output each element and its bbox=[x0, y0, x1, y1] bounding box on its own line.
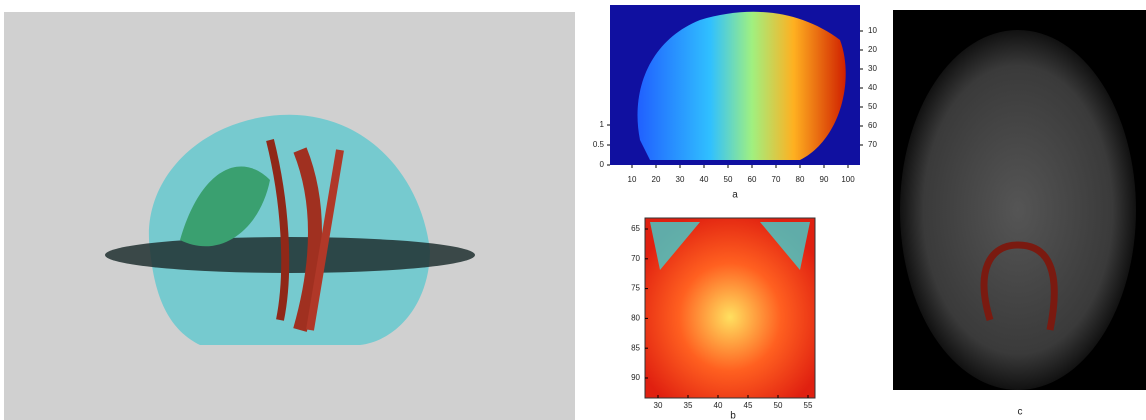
tick-label: 40 bbox=[714, 401, 723, 410]
tick-label: 90 bbox=[631, 373, 640, 382]
tick-label: 50 bbox=[868, 102, 877, 111]
tick-label: 100 bbox=[841, 175, 855, 184]
tick-label: 45 bbox=[744, 401, 753, 410]
panel-b bbox=[645, 218, 815, 398]
tick-label: 40 bbox=[868, 83, 877, 92]
tick-label: 35 bbox=[684, 401, 693, 410]
panel-c bbox=[893, 10, 1146, 390]
tick-label: 20 bbox=[652, 175, 661, 184]
tick-label: 0 bbox=[600, 160, 605, 169]
panel-a bbox=[610, 5, 860, 165]
tick-label: 50 bbox=[774, 401, 783, 410]
tick-label: 1 bbox=[600, 120, 605, 129]
tick-label: 70 bbox=[772, 175, 781, 184]
tick-label: 40 bbox=[700, 175, 709, 184]
tick-label: 30 bbox=[654, 401, 663, 410]
tick-label: 80 bbox=[631, 314, 640, 323]
panel-label: c bbox=[1018, 407, 1023, 418]
tick-label: 80 bbox=[796, 175, 805, 184]
tick-label: 0.5 bbox=[593, 140, 605, 149]
mri-slice bbox=[900, 30, 1136, 390]
tick-label: 30 bbox=[676, 175, 685, 184]
tick-label: 10 bbox=[628, 175, 637, 184]
tick-label: 75 bbox=[631, 284, 640, 293]
tick-label: 50 bbox=[724, 175, 733, 184]
tick-label: 70 bbox=[868, 140, 877, 149]
panel-label: a bbox=[732, 190, 738, 201]
tick-label: 30 bbox=[868, 64, 877, 73]
tick-label: 55 bbox=[804, 401, 813, 410]
tick-label: 85 bbox=[631, 343, 640, 352]
tick-label: 65 bbox=[631, 224, 640, 233]
tick-label: 90 bbox=[820, 175, 829, 184]
tick-label: 60 bbox=[748, 175, 757, 184]
tick-label: 20 bbox=[868, 45, 877, 54]
figure: 10 20 30 40 50 60 70 80 90 100 10 20 30 40 50 60 70 0 0.5 1… bbox=[0, 0, 1146, 420]
panel-label: b bbox=[730, 411, 736, 420]
tick-label: 10 bbox=[868, 26, 877, 35]
tick-label: 60 bbox=[868, 121, 877, 130]
tick-label: 70 bbox=[631, 254, 640, 263]
